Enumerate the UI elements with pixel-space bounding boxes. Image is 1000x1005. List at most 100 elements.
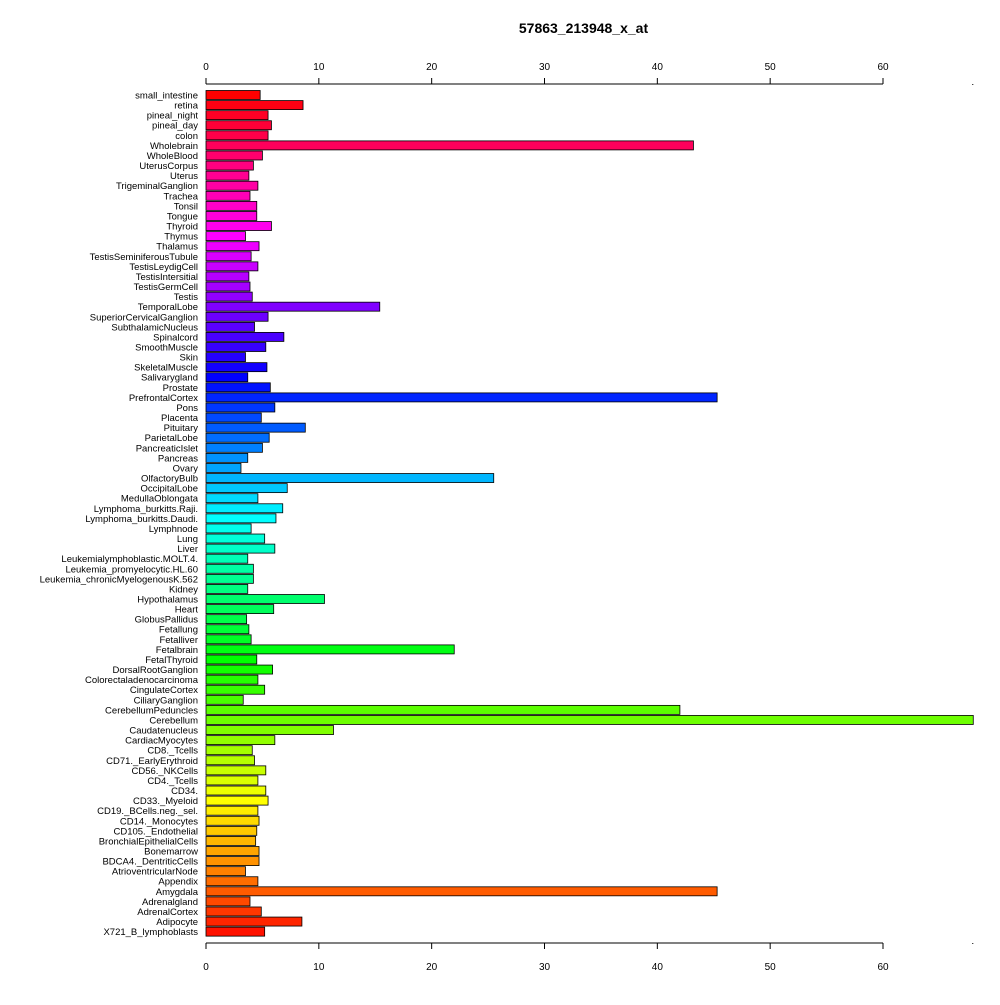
bar <box>205 493 259 504</box>
category-label: CD56._NKCells <box>131 766 198 777</box>
category-label: Kidney <box>169 584 198 595</box>
bar <box>205 422 306 433</box>
category-label: BronchialEpithelialCells <box>99 836 199 847</box>
category-label: DorsalRootGanglion <box>112 665 198 676</box>
bar <box>205 745 253 756</box>
top-axis-tick-label: 40 <box>652 62 664 73</box>
bar <box>205 120 272 131</box>
bar <box>205 473 495 483</box>
category-label: CD105._Endothelial <box>113 826 198 837</box>
bar <box>205 231 246 242</box>
bar <box>205 150 263 161</box>
bar <box>205 846 260 856</box>
category-label: Fetallung <box>159 625 198 636</box>
category-label: CD71._EarlyErythroid <box>106 756 198 767</box>
top-axis-tick-label: 20 <box>426 62 438 73</box>
bar <box>205 241 260 252</box>
category-label: Pituitary <box>164 423 199 434</box>
category-label: CD33._Myeloid <box>133 796 198 807</box>
bar <box>205 311 269 322</box>
bottom-axis-tick-label: 10 <box>313 962 325 973</box>
bar <box>205 604 275 614</box>
category-label: MedullaOblongata <box>121 494 199 505</box>
bar <box>205 412 262 423</box>
category-label: Appendix <box>158 877 198 888</box>
bar <box>205 906 262 917</box>
category-label: SkeletalMuscle <box>134 363 198 374</box>
bar <box>205 432 270 443</box>
category-label: Placenta <box>161 413 199 424</box>
bar <box>205 775 259 786</box>
category-label: Hypothalamus <box>137 595 198 606</box>
category-label: TestisGermCell <box>134 282 198 293</box>
category-label: PancreaticIslet <box>136 443 199 454</box>
bar <box>205 362 268 373</box>
category-label: OlfactoryBulb <box>141 474 198 485</box>
bar <box>205 523 252 534</box>
category-label: Leukemia_promyelocytic.HL.60 <box>65 564 198 575</box>
bar <box>205 463 242 473</box>
bar <box>205 513 277 524</box>
category-label: UterusCorpus <box>139 161 198 172</box>
top-axis-tick-label: 50 <box>765 62 777 73</box>
top-axis-tick-label: 30 <box>539 62 551 73</box>
category-label: TestisSeminiferousTubule <box>90 252 198 263</box>
bar <box>205 352 246 362</box>
category-label: BDCA4._DentriticCells <box>102 857 198 868</box>
bar <box>205 694 244 705</box>
bar <box>205 684 266 695</box>
bottom-axis-tick-label: 50 <box>765 962 777 973</box>
bar <box>205 382 271 393</box>
bar <box>205 765 267 776</box>
bar <box>205 825 258 836</box>
category-label: CD4._Tcells <box>147 776 198 787</box>
chart-title: 57863_213948_x_at <box>518 20 649 36</box>
bar <box>205 553 249 564</box>
bar <box>205 755 255 766</box>
bar <box>205 886 718 897</box>
bar <box>205 452 249 463</box>
bar <box>205 805 259 816</box>
bar <box>205 130 269 141</box>
top-axis-tick-label: 0 <box>203 62 209 73</box>
bar <box>205 654 258 665</box>
category-label: AtrioventricularNode <box>112 867 198 878</box>
category-label: SmoothMuscle <box>135 343 198 354</box>
bar <box>205 856 260 866</box>
category-label: small_intestine <box>135 91 198 102</box>
bar <box>205 392 718 403</box>
bar <box>205 815 260 826</box>
category-label: AdrenalCortex <box>137 907 198 918</box>
bottom-axis-tick-label: 0 <box>203 962 209 973</box>
bar <box>205 916 303 927</box>
bar <box>205 876 259 887</box>
bottom-axis-tick-label: 30 <box>539 962 551 973</box>
category-label: pineal_day <box>152 121 198 132</box>
category-label: Leukemia_chronicMyelogenousK.562 <box>40 574 198 585</box>
bar <box>205 594 325 604</box>
bottom-axis-tick-label: 60 <box>877 962 889 973</box>
category-label: pineal_night <box>147 111 199 122</box>
category-label: Lymphoma_burkitts.Raji. <box>94 504 198 515</box>
category-label: WholeBlood <box>147 151 198 162</box>
category-label: Spinalcord <box>153 332 198 343</box>
category-label: CD19._BCells.neg._sel. <box>97 806 198 817</box>
category-label: Trachea <box>164 191 199 202</box>
bar <box>205 110 269 121</box>
bar <box>205 795 269 806</box>
category-label: SuperiorCervicalGanglion <box>90 312 198 323</box>
category-label: Wholebrain <box>150 141 198 152</box>
category-label: Tongue <box>167 211 198 222</box>
category-label: Testis <box>174 292 199 303</box>
category-label: Skin <box>180 353 198 364</box>
category-label: Fetalliver <box>159 635 198 646</box>
category-label: Amygdala <box>156 887 199 898</box>
bar <box>205 543 276 554</box>
category-label: TestisIntersitial <box>136 272 198 283</box>
category-label: Ovary <box>173 463 199 474</box>
category-label: Cerebellum <box>149 715 198 726</box>
category-label: SubthalamicNucleus <box>111 322 198 333</box>
category-label: Fetalbrain <box>156 645 198 656</box>
